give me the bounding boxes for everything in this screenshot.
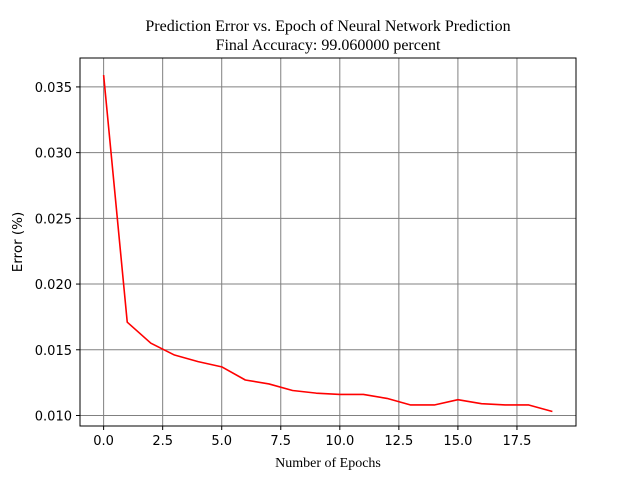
x-axis-ticks: 0.0 2.5 5.0 7.5 10.0 12.5 15.0 17.5 — [93, 426, 531, 449]
y-axis-ticks: 0.010 0.015 0.020 0.025 0.030 0.035 — [35, 81, 80, 424]
y-tick-label: 0.035 — [35, 81, 72, 96]
y-tick-label: 0.025 — [35, 212, 72, 227]
chart-title: Prediction Error vs. Epoch of Neural Net… — [145, 18, 510, 35]
x-tick-label: 0.0 — [93, 434, 114, 449]
x-tick-label: 2.5 — [152, 434, 173, 449]
series-layer — [102, 75, 553, 413]
error-series-line — [102, 75, 553, 413]
y-tick-label: 0.015 — [35, 344, 72, 359]
x-tick-label: 10.0 — [325, 434, 354, 449]
plot-area-frame — [79, 57, 577, 427]
x-tick-label: 17.5 — [502, 434, 531, 449]
y-tick-label: 0.020 — [35, 278, 72, 293]
x-tick-label: 12.5 — [384, 434, 413, 449]
grid — [80, 58, 576, 426]
chart-subtitle: Final Accuracy: 99.060000 percent — [216, 37, 441, 54]
y-axis-label: Error (%) — [10, 212, 26, 273]
x-tick-label: 5.0 — [211, 434, 232, 449]
y-tick-label: 0.010 — [35, 409, 72, 424]
x-tick-label: 7.5 — [270, 434, 291, 449]
y-tick-label: 0.030 — [35, 147, 72, 162]
x-tick-label: 15.0 — [443, 434, 472, 449]
x-axis-label: Number of Epochs — [275, 456, 381, 471]
